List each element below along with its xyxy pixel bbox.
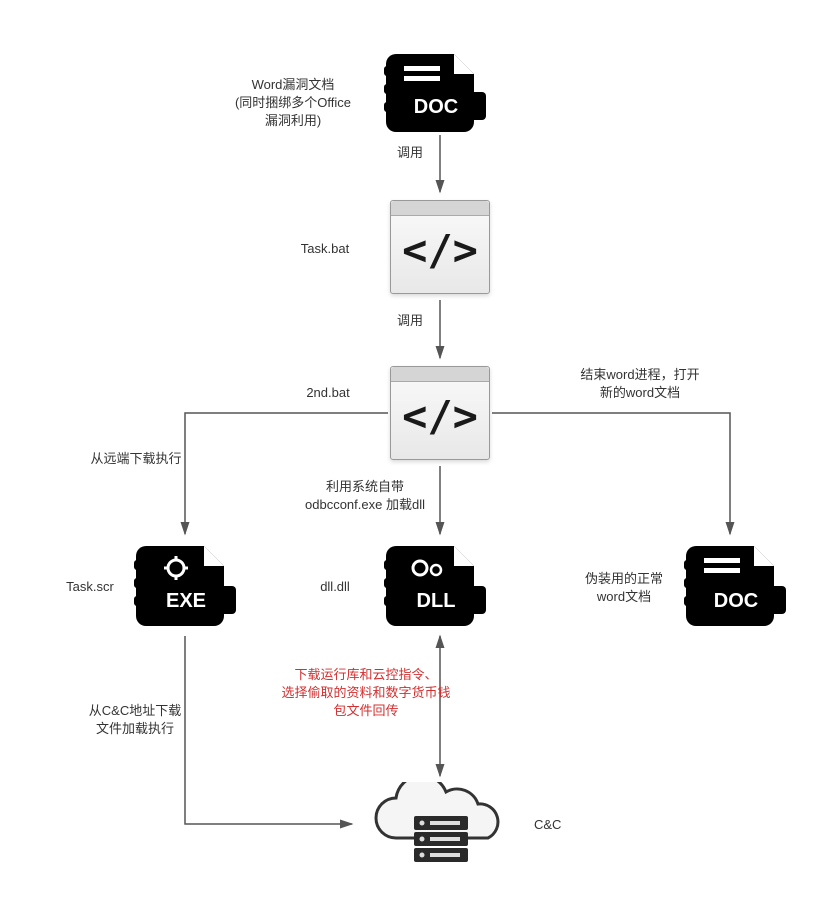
- node-cnc: [358, 782, 522, 868]
- svg-text:EXE: EXE: [166, 590, 206, 612]
- label-decoy: 伪装用的正常 word文档: [572, 570, 676, 606]
- script-icon: </>: [390, 366, 490, 460]
- svg-text:DOC: DOC: [714, 590, 758, 612]
- edge-label-cnc-steal: 下载运行库和云控指令、 选择偷取的资料和数字货币钱 包文件回传: [266, 666, 466, 721]
- node-doc-decoy: DOC: [680, 540, 792, 630]
- edge-label-cnc-dl: 从C&C地址下载 文件加载执行: [70, 702, 200, 738]
- node-second-bat: </>: [390, 366, 490, 460]
- svg-text:DOC: DOC: [414, 96, 458, 118]
- edge-label-call1: 调用: [390, 144, 430, 162]
- doc-file-icon: DOC: [680, 540, 792, 630]
- edge-label-odbc: 利用系统自带 odbcconf.exe 加载dll: [280, 478, 450, 514]
- edge-label-word: 结束word进程，打开 新的word文档: [560, 366, 720, 402]
- dll-file-icon: DLL: [380, 540, 492, 630]
- node-task-bat: </>: [390, 200, 490, 294]
- exe-file-icon: EXE: [130, 540, 242, 630]
- script-icon: </>: [390, 200, 490, 294]
- label-dll: dll.dll: [300, 578, 370, 596]
- node-doc-top: DOC: [380, 48, 492, 132]
- label-doc-top: Word漏洞文档 (同时捆绑多个Office 漏洞利用): [218, 76, 368, 131]
- label-task-bat: Task.bat: [280, 240, 370, 258]
- label-second-bat: 2nd.bat: [288, 384, 368, 402]
- label-task-scr: Task.scr: [50, 578, 130, 596]
- label-cnc: C&C: [534, 816, 594, 834]
- edge-label-call2: 调用: [390, 312, 430, 330]
- node-exe: EXE: [130, 540, 242, 630]
- node-dll: DLL: [380, 540, 492, 630]
- doc-file-icon: DOC: [380, 48, 492, 132]
- edge-label-remote: 从远端下载执行: [76, 450, 196, 468]
- svg-text:DLL: DLL: [417, 590, 456, 612]
- cloud-server-icon: [358, 782, 522, 868]
